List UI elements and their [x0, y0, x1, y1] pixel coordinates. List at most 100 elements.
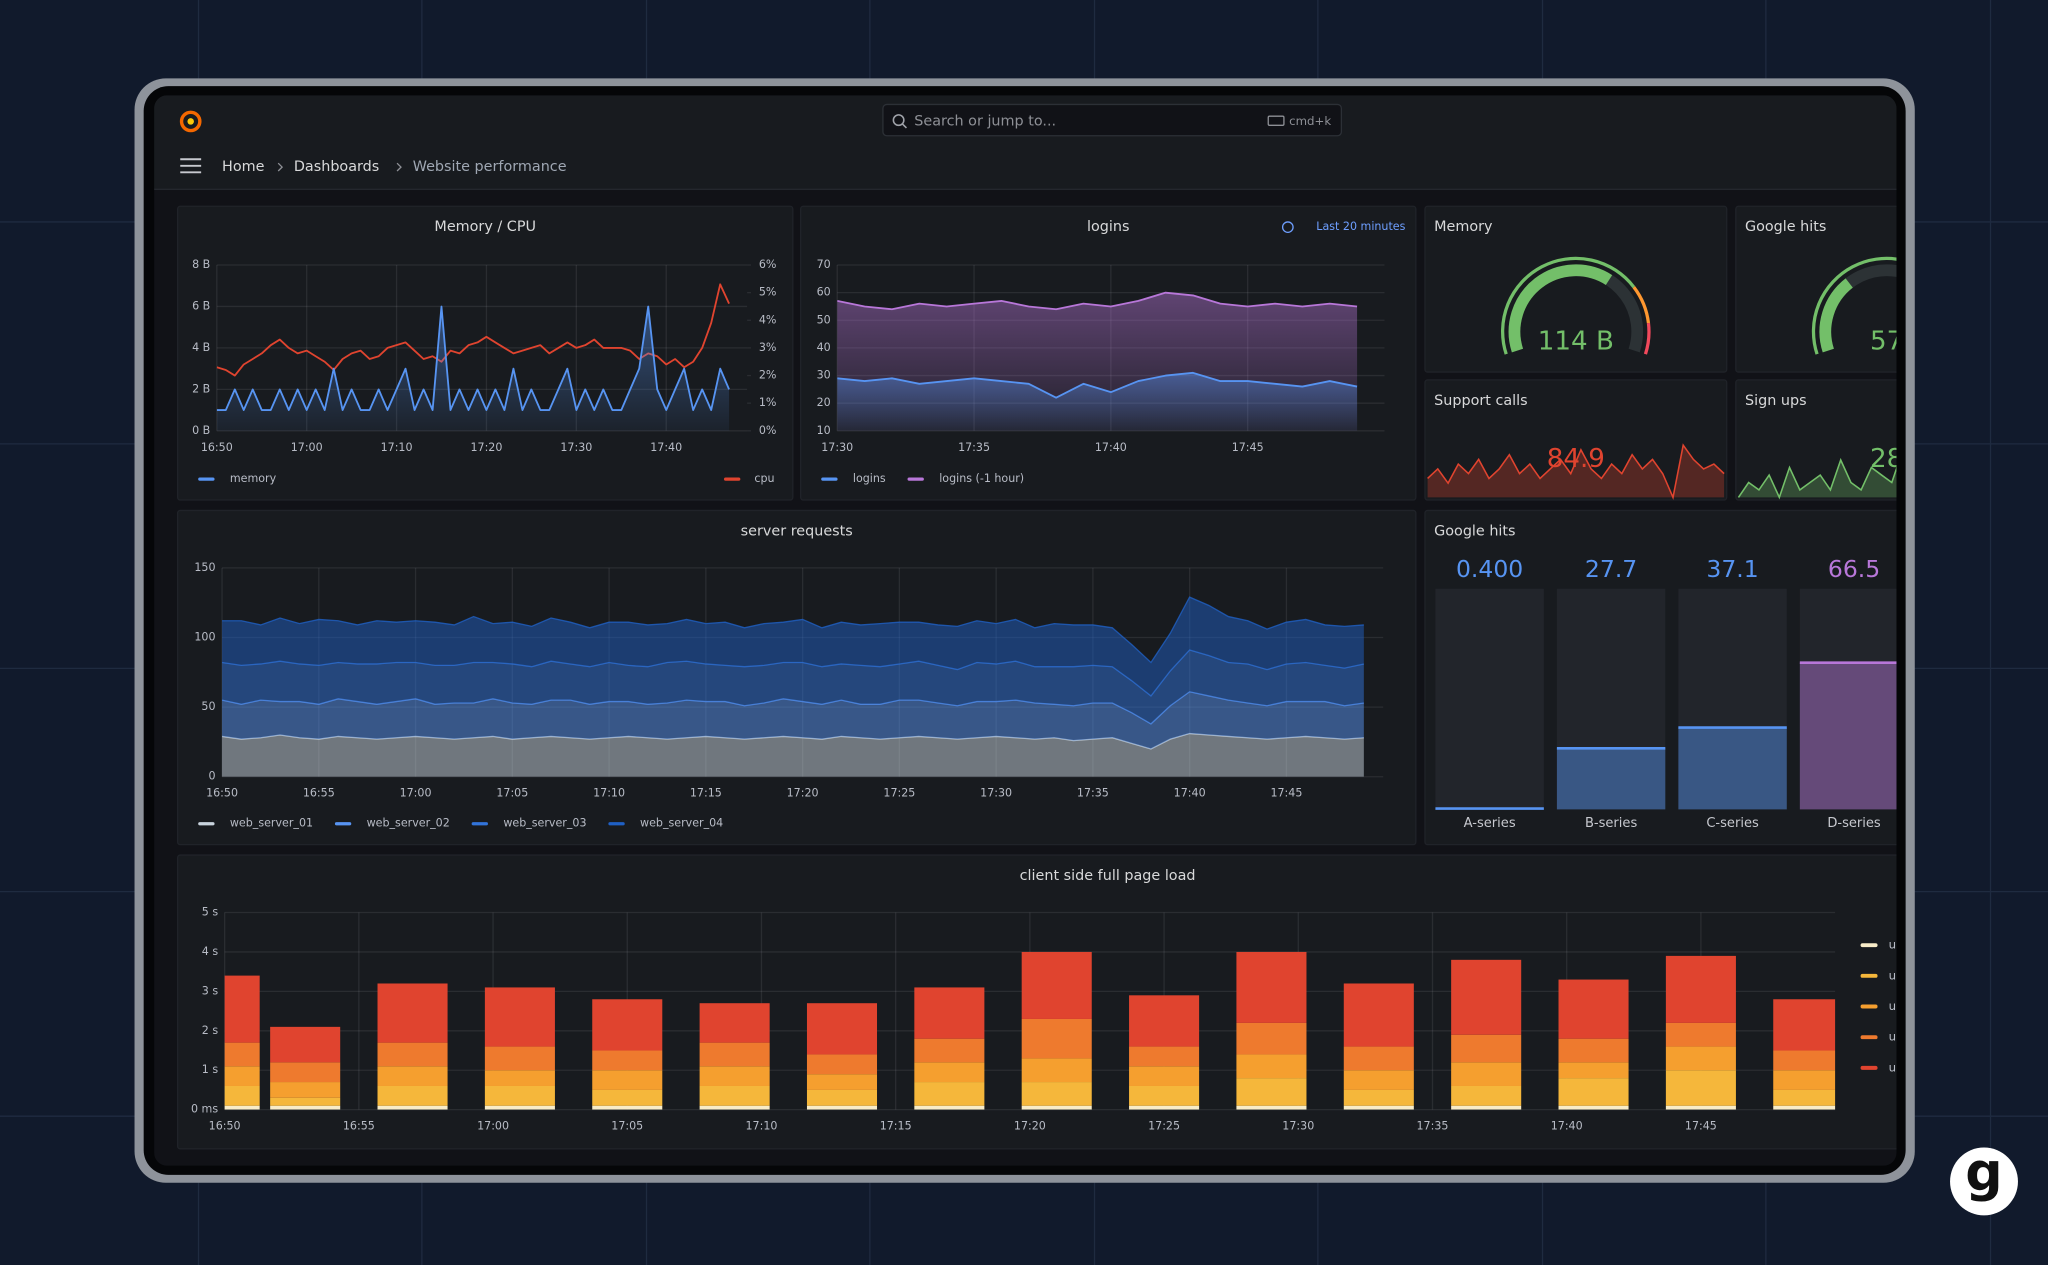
x-tick-label: 17:05: [611, 1120, 643, 1133]
bar-segment: [377, 1105, 448, 1110]
bar-value: 66.5: [1828, 555, 1880, 583]
y-tick-label: 3 s: [202, 984, 219, 997]
bar-segment: [377, 1042, 448, 1067]
bar-segment: [1773, 1050, 1836, 1071]
sparkline-area: [1738, 445, 1897, 498]
threshold-band: [1632, 286, 1651, 324]
bar-segment: [1558, 1038, 1629, 1063]
bar-segment: [806, 1054, 878, 1075]
x-tick-label: 17:30: [980, 787, 1012, 800]
panel: [176, 205, 794, 501]
bar-segment: [914, 987, 985, 1039]
brand-letter: g: [1965, 1143, 2002, 1203]
search-placeholder: Search or jump to...: [914, 113, 1056, 129]
y-tick-label: 4 s: [202, 945, 219, 958]
series-line: [216, 305, 730, 411]
stacked-area: [222, 649, 1364, 724]
stacked-area: [222, 691, 1364, 749]
bar-segment: [224, 1085, 260, 1106]
bar-segment: [699, 1066, 770, 1086]
x-tick-label: 17:30: [560, 441, 592, 454]
legend-label: u: [1889, 1030, 1896, 1044]
y-tick-label: 0: [208, 770, 215, 783]
y-tick-label: 40: [817, 341, 831, 354]
bar-segment: [1129, 1085, 1200, 1106]
bar-segment: [1236, 1054, 1307, 1079]
threshold-band: [1811, 256, 1897, 355]
x-tick-label: 16:50: [206, 787, 238, 800]
x-tick-label: 17:00: [291, 441, 323, 454]
bar-segment: [1343, 1105, 1414, 1110]
bar-segment: [914, 1105, 985, 1110]
x-tick-label: 16:50: [201, 441, 233, 454]
bar-segment: [1665, 1070, 1736, 1106]
x-tick-label: 17:20: [787, 787, 819, 800]
bar-segment: [1236, 951, 1307, 1023]
logo: [179, 110, 202, 133]
bar-segment: [1236, 1105, 1307, 1110]
stacked-area: [222, 733, 1364, 777]
stacked-line: [222, 596, 1364, 664]
y2-tick-label: 1%: [759, 396, 777, 409]
bar-segment: [1343, 983, 1414, 1047]
panel-title: Memory / CPU: [434, 219, 536, 235]
search-icon: [892, 114, 908, 129]
bar-segment: [224, 1105, 260, 1110]
y2-tick-label: 6%: [759, 258, 777, 271]
bar-segment: [270, 1105, 341, 1110]
bar-segment: [1021, 1058, 1092, 1083]
threshold-band: [1643, 322, 1651, 355]
bar-segment: [1665, 1046, 1736, 1071]
breadcrumb[interactable]: Dashboards: [294, 159, 379, 175]
bar-segment: [592, 1105, 663, 1110]
stat-value: 28: [1870, 444, 1903, 474]
bar-category: C-series: [1706, 816, 1759, 831]
bar-segment: [377, 1066, 448, 1086]
panel: [1735, 379, 1897, 501]
x-tick-label: 17:20: [470, 441, 502, 454]
x-tick-label: 16:55: [303, 787, 335, 800]
x-tick-label: 17:05: [496, 787, 528, 800]
panel-title: logins: [1087, 219, 1129, 235]
bar-segment: [224, 1066, 260, 1086]
bar-value: 27.7: [1585, 555, 1637, 583]
bar-segment: [699, 1085, 770, 1106]
x-tick-label: 17:40: [1095, 441, 1127, 454]
gauge-value: [1819, 278, 1853, 353]
sparkline-area: [1427, 445, 1725, 498]
x-tick-label: 17:40: [1174, 787, 1206, 800]
x-tick-label: 17:10: [745, 1120, 777, 1133]
bar-segment: [1558, 1078, 1629, 1106]
menu-button[interactable]: [180, 158, 202, 174]
bar-fill: [1799, 662, 1897, 810]
brand-badge: [1950, 1147, 2018, 1216]
gauge-value-label: 114 B: [1538, 327, 1614, 357]
bar-segment: [1773, 1089, 1836, 1106]
bar-segment: [699, 1003, 770, 1043]
x-tick-label: 17:10: [381, 441, 413, 454]
bar-segment: [592, 1070, 663, 1090]
x-tick-label: 17:45: [1270, 787, 1302, 800]
x-tick-label: 17:00: [400, 787, 432, 800]
bar-segment: [484, 1105, 555, 1110]
bar-segment: [377, 983, 448, 1043]
panel-title: Google hits: [1745, 219, 1826, 235]
bar-segment: [270, 1082, 341, 1098]
y-tick-label: 30: [817, 369, 831, 382]
bar-segment: [592, 1050, 663, 1071]
search-box[interactable]: [882, 103, 1343, 137]
bar-segment: [1129, 995, 1200, 1047]
bar-segment: [224, 1042, 260, 1067]
bar-segment: [1021, 1018, 1092, 1059]
breadcrumb[interactable]: Home: [222, 159, 265, 175]
bar-segment: [484, 987, 555, 1047]
panel-title: Google hits: [1434, 523, 1515, 539]
bar-segment: [592, 999, 663, 1051]
y-tick-label: 6 B: [192, 299, 210, 312]
bar-segment: [1451, 1105, 1522, 1110]
y-tick-label: 100: [194, 631, 215, 644]
bar-segment: [806, 1105, 878, 1110]
bar-category: B-series: [1585, 816, 1638, 831]
bar-segment: [1343, 1070, 1414, 1090]
bar-segment: [1773, 1105, 1836, 1110]
